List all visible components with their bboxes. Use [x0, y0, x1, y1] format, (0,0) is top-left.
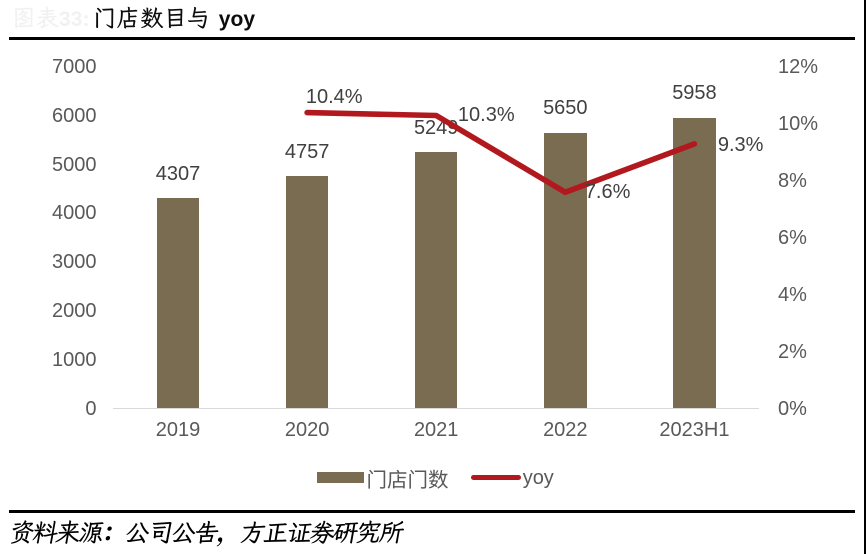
bar-2021 — [414, 152, 458, 409]
yoy-line — [304, 109, 698, 196]
caption-rule — [9, 37, 855, 40]
source-rule — [9, 510, 855, 513]
bar-value-label: 5650 — [543, 97, 588, 120]
left-axis-tick-label: 0 — [85, 397, 97, 420]
right-axis-tick-label: 6% — [778, 226, 807, 249]
category-label: 2020 — [284, 418, 330, 441]
right-axis-tick-label: 0% — [778, 397, 807, 420]
line-value-label: 10.3% — [457, 104, 515, 127]
bar-2022 — [544, 132, 587, 409]
line-value-label: 9.3% — [717, 134, 764, 157]
right-axis-tick-label: 10% — [778, 113, 819, 135]
x-axis-line — [113, 407, 759, 410]
category-label: 2021 — [413, 418, 459, 441]
bar-2023H1 — [673, 117, 716, 409]
category-label: 2023H1 — [659, 418, 730, 441]
legend-bar-label: 门店门数 — [366, 463, 449, 493]
figure-number-label: 图表33: — [12, 2, 90, 33]
bar-2020 — [285, 176, 329, 409]
legend-line-label: yoy — [522, 467, 554, 489]
bar-value-label: 5958 — [672, 82, 717, 105]
category-label: 2022 — [543, 418, 588, 441]
line-value-label: 10.4% — [305, 86, 363, 109]
line-value-label: 7.6% — [584, 181, 631, 204]
bar-2019 — [156, 198, 200, 409]
left-axis-tick-label: 2000 — [52, 299, 97, 322]
bar-value-label: 4307 — [155, 162, 201, 185]
left-axis-tick-label: 6000 — [52, 104, 97, 127]
category-label: 2019 — [155, 418, 201, 441]
bar-value-label: 4757 — [284, 140, 330, 163]
source-note: 资料来源：公司公告，方正证券研究所 — [7, 516, 406, 549]
left-axis-tick-label: 7000 — [52, 56, 97, 79]
right-axis-tick-label: 2% — [778, 340, 807, 363]
right-axis-tick-label: 4% — [778, 283, 807, 306]
legend-bar-swatch — [316, 472, 365, 483]
left-axis-tick-label: 5000 — [52, 153, 97, 176]
left-axis-tick-label: 4000 — [52, 202, 97, 225]
table-cell-border — [864, 0, 866, 554]
legend-line-swatch — [471, 475, 521, 481]
left-axis-tick-label: 1000 — [52, 348, 97, 371]
figure-title: 门店数目与 yoy — [93, 2, 256, 33]
right-axis-tick-label: 12% — [778, 56, 819, 79]
right-axis-tick-label: 8% — [778, 169, 807, 192]
left-axis-tick-label: 3000 — [52, 251, 97, 274]
